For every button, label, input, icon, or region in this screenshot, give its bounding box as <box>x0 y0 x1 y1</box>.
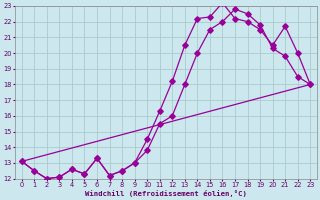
X-axis label: Windchill (Refroidissement éolien,°C): Windchill (Refroidissement éolien,°C) <box>85 190 247 197</box>
